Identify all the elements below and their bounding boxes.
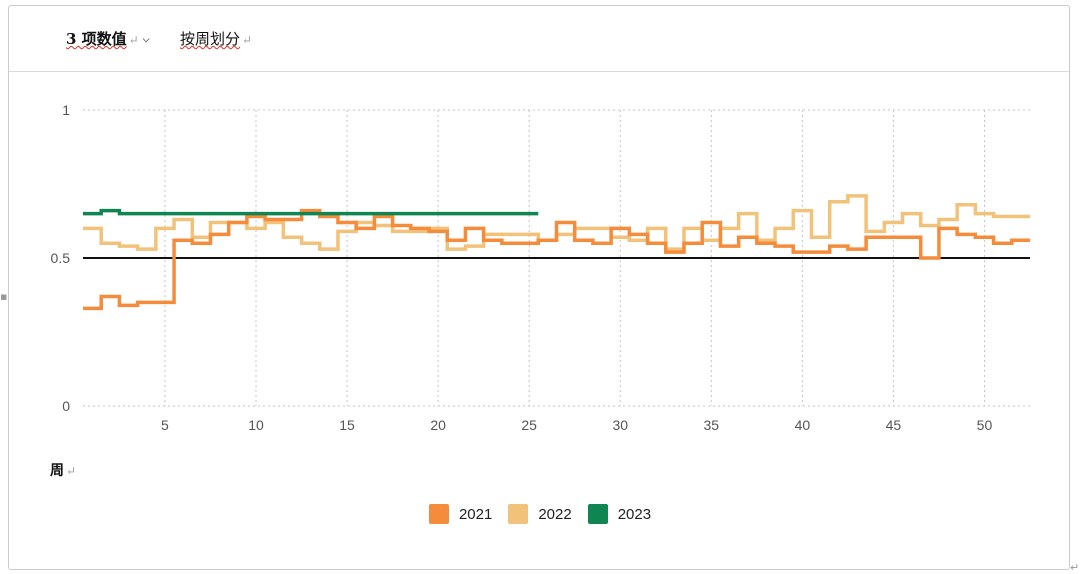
x-tick-label: 40	[795, 417, 811, 433]
x-tick-label: 15	[339, 417, 355, 433]
metric-label: 3 项数值	[66, 30, 127, 48]
x-tick-label: 20	[430, 417, 446, 433]
x-tick-label: 45	[886, 417, 902, 433]
legend-label: 2023	[617, 505, 652, 523]
x-tick-label: 30	[612, 417, 628, 433]
legend-item-2021[interactable]: 2021	[428, 504, 493, 524]
x-axis-caption: 周 ↵	[50, 460, 76, 480]
chart-card: 3 项数值 ↵ ⌵ 按周划分 ↵	[8, 5, 1070, 570]
paragraph-mark-icon: ↵	[66, 464, 77, 478]
legend-item-2022[interactable]: 2022	[508, 504, 572, 524]
legend-swatch	[428, 504, 449, 524]
x-tick-label: 5	[161, 417, 169, 433]
legend-item-2023[interactable]: 2023	[587, 504, 652, 524]
legend-swatch	[508, 504, 529, 524]
legend-label: 2022	[538, 505, 572, 523]
groupby-label: 按周划分	[180, 30, 241, 48]
paragraph-mark-icon: ↵	[242, 33, 253, 47]
series-line-2023	[83, 208, 539, 216]
line-chart: 00.515 10 15 20 25 30 35 40 45 50	[51, 102, 1030, 433]
x-tick-label: 35	[704, 417, 720, 433]
paragraph-mark-icon: ↵	[128, 33, 139, 47]
legend-swatch	[587, 504, 608, 524]
y-tick-label: 1	[62, 102, 70, 118]
x-axis-caption-text: 周	[50, 463, 64, 479]
x-tick-label: 10	[248, 417, 264, 433]
series-line-2021	[83, 208, 1030, 311]
x-tick-label: 25	[521, 417, 537, 433]
groupby-selector[interactable]: 按周划分 ↵	[180, 28, 252, 49]
metric-selector[interactable]: 3 项数值 ↵ ⌵	[66, 28, 150, 49]
chevron-down-icon[interactable]: ⌵	[142, 35, 150, 45]
y-tick-label: 0	[62, 398, 70, 414]
y-tick-label: 0.5	[51, 250, 71, 266]
paragraph-mark-icon: ↵	[1070, 561, 1080, 574]
x-tick-label: 50	[977, 417, 993, 433]
edge-tick: ▪	[0, 290, 8, 303]
card-header: 3 项数值 ↵ ⌵ 按周划分 ↵	[9, 6, 1069, 72]
chart-legend: 2021 2022 2023	[0, 504, 1080, 524]
legend-label: 2021	[458, 505, 493, 523]
